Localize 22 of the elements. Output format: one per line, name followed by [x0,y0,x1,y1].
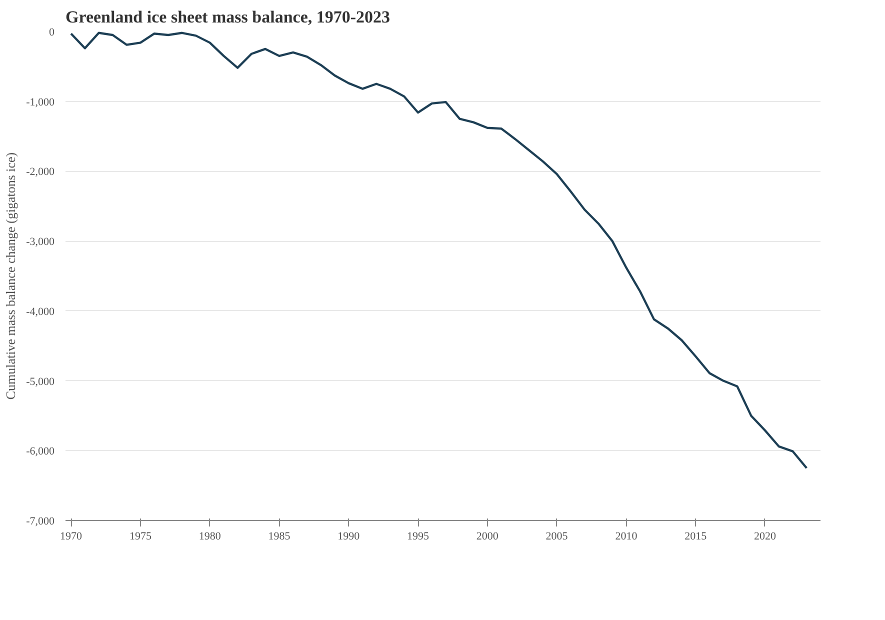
y-tick-label: -3,000 [26,236,55,248]
y-tick-label: -7,000 [26,516,55,528]
y-tick-label: -2,000 [26,166,55,178]
x-tick-label: 1985 [268,530,291,542]
x-tick-label: 2010 [615,530,638,542]
y-tick-label: -4,000 [26,306,55,318]
x-tick-label: 1995 [407,530,430,542]
chart-title: Greenland ice sheet mass balance, 1970-2023 [66,8,390,26]
y-tick-label: -1,000 [26,96,55,108]
x-tick-label: 2020 [754,530,776,542]
x-tick-label: 1975 [129,530,152,542]
x-tick-label: 1980 [198,530,222,542]
x-tick-label: 2005 [546,530,568,542]
x-tick-label: 1990 [338,530,360,542]
line-series [70,32,808,470]
y-tick-label: -5,000 [26,376,55,388]
y-axis-title: Cumulative mass balance change (gigatons ice) [3,152,18,400]
y-tick-label: -6,000 [26,446,55,458]
x-tick-label: 2000 [476,530,499,542]
x-tick-label: 2015 [684,530,708,542]
x-tick-label: 1970 [60,530,83,542]
y-tick-label: 0 [49,26,55,38]
